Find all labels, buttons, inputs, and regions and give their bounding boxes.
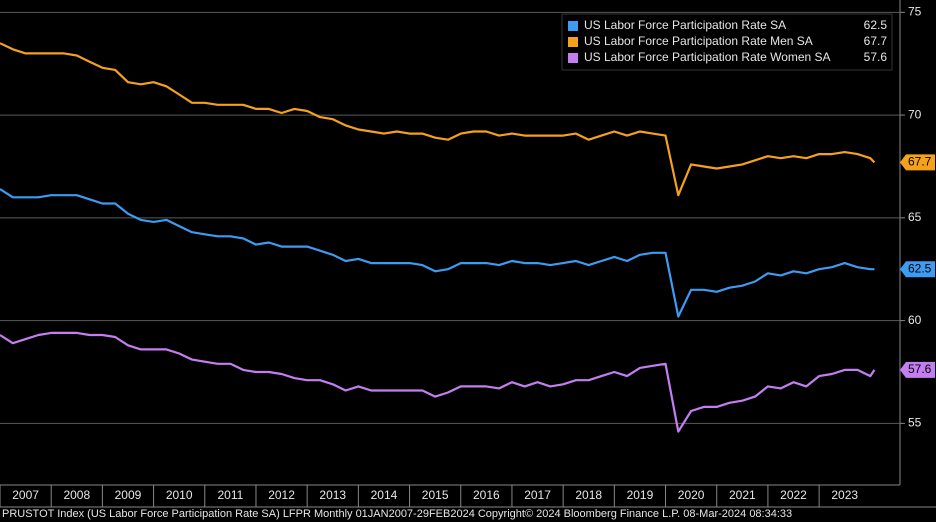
series-line <box>0 188 875 318</box>
y-tick-label: 70 <box>908 107 922 121</box>
x-tick-label: 2016 <box>473 488 500 502</box>
legend-box <box>561 13 893 71</box>
legend-label: US Labor Force Participation Rate SA <box>584 18 786 32</box>
legend-swatch <box>568 37 578 47</box>
legend-label: US Labor Force Participation Rate Men SA <box>584 34 813 48</box>
footer: PRUSTOT Index (US Labor Force Participat… <box>2 508 792 520</box>
y-tick-label: 55 <box>908 416 922 430</box>
x-tick-label: 2015 <box>422 488 449 502</box>
legend-swatch <box>568 21 578 31</box>
series-line <box>0 42 876 197</box>
legend-label: US Labor Force Participation Rate Women … <box>584 50 831 64</box>
value-badge-label: 57.6 <box>908 362 932 376</box>
x-tick-label: 2007 <box>12 488 39 502</box>
legend-swatch <box>568 53 578 63</box>
x-tick-label: 2010 <box>166 488 193 502</box>
legend-value: 62.5 <box>864 18 888 32</box>
x-tick-label: 2018 <box>575 488 602 502</box>
legend-value: 67.7 <box>864 34 888 48</box>
series-line <box>0 331 876 433</box>
x-tick-label: 2014 <box>371 488 398 502</box>
x-tick-label: 2009 <box>115 488 142 502</box>
y-tick-label: 65 <box>908 210 922 224</box>
value-badge <box>900 361 935 378</box>
x-tick-label: 2017 <box>524 488 551 502</box>
x-tick-label: 2020 <box>678 488 705 502</box>
y-tick-label: 60 <box>908 313 922 327</box>
value-badge-label: 62.5 <box>908 261 932 275</box>
x-tick-label: 2021 <box>729 488 756 502</box>
x-tick-label: 2019 <box>627 488 654 502</box>
x-tick-label: 2013 <box>319 488 346 502</box>
value-badge-label: 67.7 <box>908 155 932 169</box>
x-tick-label: 2023 <box>831 488 858 502</box>
legend-value: 57.6 <box>864 50 888 64</box>
value-badge <box>900 261 935 278</box>
x-tick-label: 2011 <box>217 488 243 502</box>
value-badge <box>900 154 935 171</box>
x-tick-label: 2012 <box>268 488 295 502</box>
x-tick-label: 2008 <box>63 488 90 502</box>
x-tick-label: 2022 <box>780 488 807 502</box>
y-tick-label: 75 <box>908 5 922 19</box>
